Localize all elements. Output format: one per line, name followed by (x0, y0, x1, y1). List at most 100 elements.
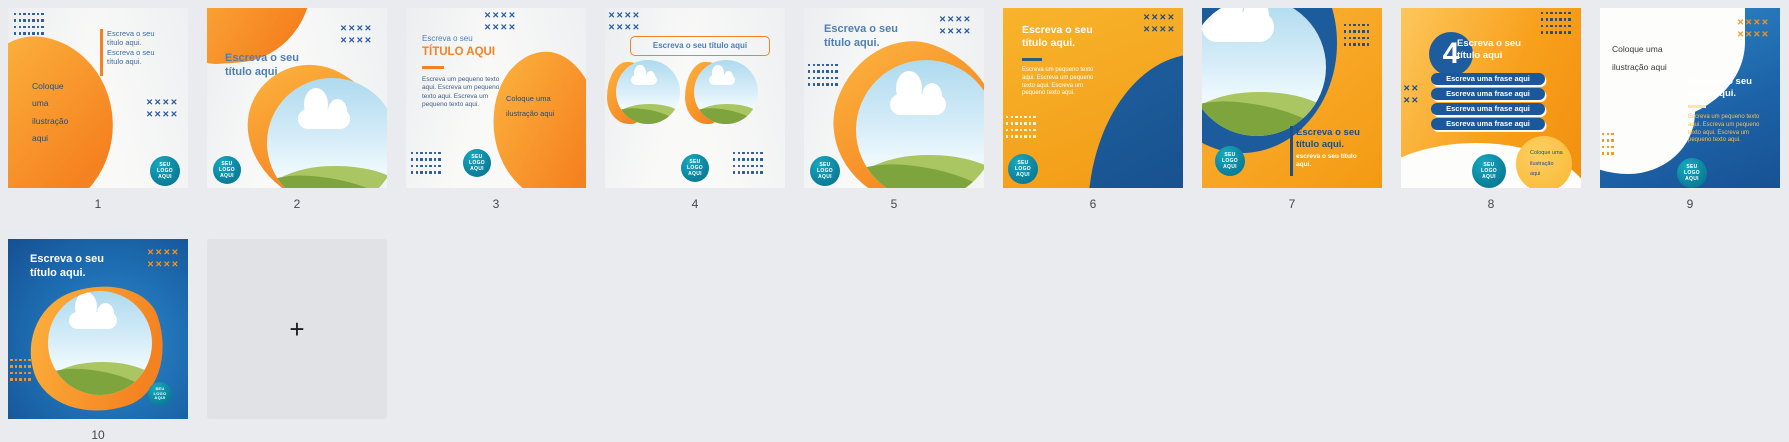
logo-line: SEU (471, 154, 483, 160)
logo-badge: SEU LOGO AQUI (1472, 154, 1506, 188)
illustration-placeholder-text: Coloque uma ilustração aqui (1612, 44, 1667, 72)
logo-line: SEU (1686, 164, 1698, 170)
page-number: 5 (890, 197, 898, 211)
x-pattern: ✕✕✕✕✕✕ (1401, 83, 1419, 105)
logo-line: SEU (159, 162, 171, 168)
title-text: Escreva o seu título aqui. (1688, 76, 1752, 99)
dots-pattern (411, 152, 441, 174)
page-number: 4 (691, 197, 699, 211)
logo-line: AQUI (154, 395, 166, 401)
page-thumbnail-8[interactable]: ✕✕✕✕✕✕ 4 Escreva o seu título aqui Escre… (1401, 8, 1581, 188)
page-cell-3: ✕ ✕ ✕ ✕ ✕ ✕ ✕ ✕ Escreva o seu TÍTULO AQUI Escre… (406, 8, 586, 211)
illustration-circle: Coloque uma ilustração aqui (1516, 136, 1572, 188)
accent-dash (1022, 58, 1042, 61)
phrase-pill: Escreva uma frase aqui (1431, 118, 1545, 130)
dots-pattern (1006, 116, 1036, 138)
logo-badge: SEU LOGO AQUI (1677, 158, 1707, 188)
cloud-icon (68, 292, 117, 330)
phrase-pill: Escreva uma frase aqui (1431, 103, 1545, 115)
phrase-pill: Escreva uma frase aqui (1431, 73, 1545, 85)
x-pattern: ✕ ✕ ✕ ✕ ✕ ✕ ✕ ✕ (146, 97, 178, 119)
logo-line: AQUI (158, 174, 172, 180)
logo-line: SEU (1017, 160, 1029, 166)
title-text: Escreva o seu título aqui. (1296, 127, 1360, 150)
page-cell-9: Coloque uma ilustração aqui ✕ ✕ ✕ ✕ ✕ ✕ ✕ ✕ Esc… (1600, 8, 1780, 211)
logo-line: SEU (689, 159, 701, 165)
logo-line: AQUI (1016, 172, 1030, 178)
page-number: 9 (1686, 197, 1694, 211)
title-main-text: TÍTULO AQUI (422, 46, 496, 58)
body-text: Escreva um pequeno texto aqui. Escreva u… (422, 76, 500, 109)
title-text: Escreva o seu título aqui (1457, 38, 1521, 61)
title-text: Escreva o seu título aqui. (225, 52, 299, 78)
landscape-illustration (1202, 8, 1326, 136)
cloud-icon (298, 88, 351, 129)
logo-badge: SEU LOGO AQUI (148, 382, 172, 406)
x-pattern: ✕ ✕ ✕ ✕ ✕ ✕ ✕ ✕ (484, 10, 516, 32)
page-thumbnail-6[interactable]: Escreva o seu título aqui. Escreva um pe… (1003, 8, 1183, 188)
landscape-illustration (616, 60, 680, 124)
logo-badge: SEU LOGO AQUI (1008, 154, 1038, 184)
pages-row-2: Escreva o seu título aqui. ✕ ✕ ✕ ✕ ✕ ✕ ✕ ✕ SEU … (8, 239, 1789, 442)
page-thumbnail-10[interactable]: Escreva o seu título aqui. ✕ ✕ ✕ ✕ ✕ ✕ ✕ ✕ SEU … (8, 239, 188, 419)
page-thumbnail-1[interactable]: Escreva o seu título aqui. Escreva o seu… (8, 8, 188, 188)
page-number: 6 (1089, 197, 1097, 211)
add-page-button[interactable]: + (207, 239, 387, 419)
title-text: Escreva o seu título aqui. Escreva o seu… (107, 29, 155, 67)
logo-line: AQUI (1685, 176, 1699, 182)
page-number: 8 (1487, 197, 1495, 211)
logo-line: LOGO (157, 168, 173, 174)
page-thumbnail-2[interactable]: ✕ ✕ ✕ ✕ ✕ ✕ ✕ ✕ Escreva o seu título aqui. SEU … (207, 8, 387, 188)
x-pattern: ✕ ✕ ✕ ✕ ✕ ✕ ✕ ✕ (939, 14, 971, 36)
logo-line: LOGO (1222, 158, 1238, 164)
logo-line: SEU (155, 385, 165, 391)
blue-blob (1088, 54, 1183, 188)
title-text: Escreva o seu título aqui. (1022, 24, 1093, 50)
cloud-icon (889, 70, 946, 115)
logo-badge: SEU LOGO AQUI (463, 149, 491, 177)
landscape-illustration (48, 291, 152, 395)
cloud-icon (1202, 8, 1274, 43)
logo-line: AQUI (1482, 174, 1496, 180)
landscape-illustration (856, 60, 984, 188)
logo-badge: SEU LOGO AQUI (681, 154, 709, 182)
logo-line: LOGO (469, 160, 485, 166)
accent-bar (1290, 126, 1293, 176)
illustration-placeholder-text: Coloque uma ilustração aqui (506, 94, 555, 118)
logo-line: AQUI (220, 173, 234, 179)
page-cell-2: ✕ ✕ ✕ ✕ ✕ ✕ ✕ ✕ Escreva o seu título aqui. SEU … (207, 8, 387, 211)
logo-line: SEU (1483, 162, 1495, 168)
page-thumbnail-3[interactable]: ✕ ✕ ✕ ✕ ✕ ✕ ✕ ✕ Escreva o seu TÍTULO AQUI Escre… (406, 8, 586, 188)
logo-line: AQUI (470, 166, 484, 172)
page-number: 1 (94, 197, 102, 211)
page-thumbnail-9[interactable]: Coloque uma ilustração aqui ✕ ✕ ✕ ✕ ✕ ✕ ✕ ✕ Esc… (1600, 8, 1780, 188)
number-circle: 4 (1429, 32, 1473, 76)
page-thumbnail-4[interactable]: ✕ ✕ ✕ ✕ ✕ ✕ ✕ ✕ Escreva o seu título aqui SEU L… (605, 8, 785, 188)
logo-line: SEU (1224, 152, 1236, 158)
page-number: 10 (91, 428, 105, 442)
page-thumbnail-7[interactable]: Escreva o seu título aqui. escreva o seu… (1202, 8, 1382, 188)
logo-badge: SEU LOGO AQUI (213, 156, 241, 184)
cloud-icon (709, 65, 735, 85)
accent-dash (1688, 105, 1706, 108)
phrase-pill: Escreva uma frase aqui (1431, 88, 1545, 100)
dots-pattern (1541, 12, 1571, 34)
logo-line: LOGO (687, 165, 703, 171)
illustration-placeholder-text: Coloque uma ilustração aqui (1530, 150, 1563, 178)
page-cell-6: Escreva o seu título aqui. Escreva um pe… (1003, 8, 1183, 211)
body-text: Escreva um pequeno texto aqui. Escreva u… (1022, 67, 1094, 97)
dots-pattern (808, 64, 838, 86)
accent-bar (100, 29, 103, 76)
logo-line: AQUI (1223, 164, 1237, 170)
x-pattern: ✕ ✕ ✕ ✕ ✕ ✕ ✕ ✕ (608, 10, 640, 32)
plus-icon: + (289, 314, 305, 344)
x-pattern: ✕ ✕ ✕ ✕ ✕ ✕ ✕ ✕ (1143, 12, 1175, 34)
page-number: 2 (293, 197, 301, 211)
page-thumbnail-5[interactable]: Escreva o seu título aqui. ✕ ✕ ✕ ✕ ✕ ✕ ✕ ✕ SEU … (804, 8, 984, 188)
logo-line: LOGO (1481, 168, 1497, 174)
illustration-placeholder-text: Coloque uma ilustração aqui (32, 81, 69, 144)
dots-pattern (733, 152, 763, 174)
add-page-cell: + (207, 239, 387, 442)
landscape-illustration (694, 60, 758, 124)
